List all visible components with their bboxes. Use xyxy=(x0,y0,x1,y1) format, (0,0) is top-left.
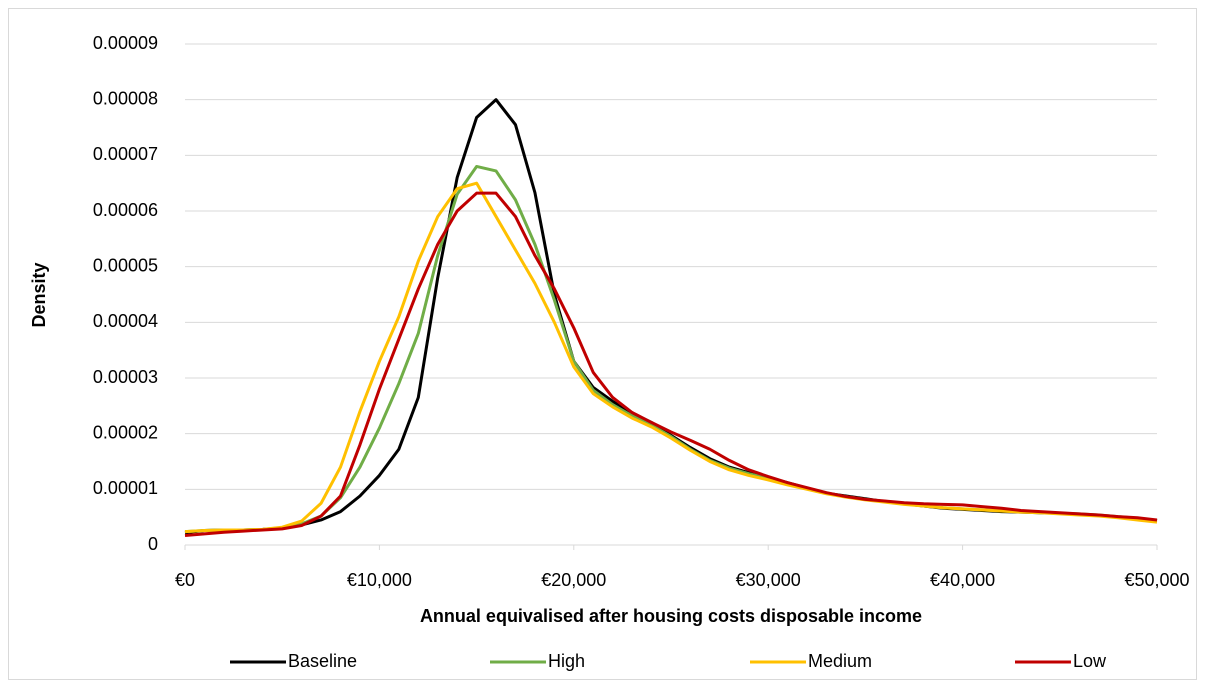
x-tick-label: €30,000 xyxy=(736,570,801,590)
y-tick-label: 0.00006 xyxy=(93,200,158,220)
x-tick-label: €40,000 xyxy=(930,570,995,590)
legend-label: Baseline xyxy=(288,651,357,671)
x-axis-title: Annual equivalised after housing costs d… xyxy=(420,606,922,626)
y-tick-label: 0.00005 xyxy=(93,255,158,275)
legend-label: Low xyxy=(1073,651,1107,671)
chart-border xyxy=(8,8,1197,680)
legend-label: High xyxy=(548,651,585,671)
y-tick-label: 0.00009 xyxy=(93,33,158,53)
series-line xyxy=(184,181,1158,534)
y-tick-label: 0.00001 xyxy=(93,478,158,498)
x-tick-label: €10,000 xyxy=(347,570,412,590)
y-tick-label: 0.00003 xyxy=(93,367,158,387)
y-tick-label: 0.00008 xyxy=(93,88,158,108)
x-tick-label: €50,000 xyxy=(1124,570,1189,590)
y-tick-label: 0.00004 xyxy=(93,311,158,331)
y-tick-label: 0 xyxy=(148,534,158,554)
legend-label: Medium xyxy=(808,651,872,671)
x-tick-label: €20,000 xyxy=(541,570,606,590)
y-tick-label: 0.00002 xyxy=(93,422,158,442)
x-tick-label: €0 xyxy=(175,570,195,590)
y-tick-label: 0.00007 xyxy=(93,144,158,164)
y-axis-title: Density xyxy=(29,262,49,327)
series-line xyxy=(184,191,1158,538)
